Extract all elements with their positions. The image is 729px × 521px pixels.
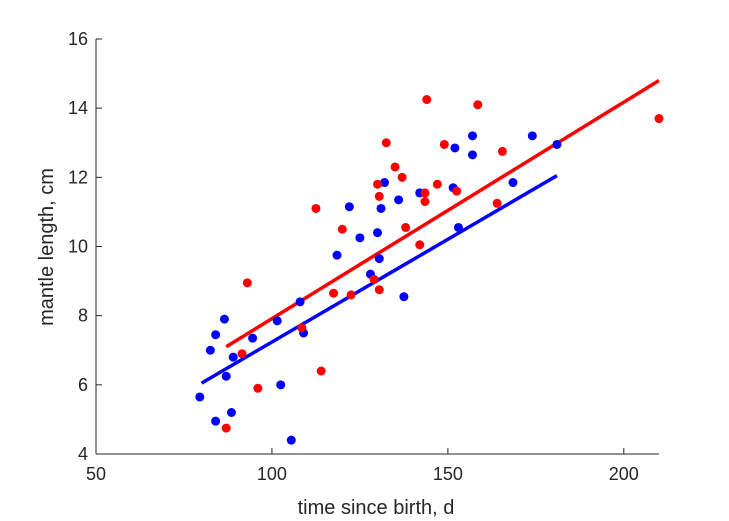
data-point-red (316, 366, 326, 376)
data-point-blue (272, 316, 282, 326)
data-point-blue (226, 408, 236, 417)
data-point-red (337, 224, 347, 234)
data-point-red (420, 188, 430, 198)
data-point-blue (399, 292, 409, 302)
y-tick-label: 6 (78, 375, 88, 395)
data-point-blue (211, 416, 221, 426)
data-point-blue (453, 222, 463, 232)
data-point-red (439, 139, 449, 149)
data-point-blue (332, 250, 342, 260)
data-point-blue (219, 314, 229, 324)
data-point-blue (552, 139, 562, 149)
data-point-blue (380, 178, 390, 188)
data-point-red (473, 100, 483, 110)
y-tick-label: 16 (68, 29, 88, 49)
y-tick-label: 10 (68, 237, 88, 257)
data-point-red (432, 179, 442, 189)
axes: 50 100 150 200 4 6 8 10 12 14 16 (68, 29, 659, 484)
data-point-blue (355, 233, 365, 243)
data-point-red (369, 274, 379, 284)
data-point-blue (527, 131, 537, 141)
data-point-blue (221, 371, 231, 381)
data-point-red (311, 203, 321, 213)
data-point-blue (376, 203, 386, 213)
x-tick-label: 100 (257, 464, 287, 484)
fit-line-blue (200, 174, 558, 385)
data-point-blue (468, 131, 478, 141)
data-point-red (390, 162, 400, 172)
data-point-red (374, 191, 384, 201)
y-axis-title: mantle length, cm (36, 168, 58, 326)
data-point-red (397, 172, 407, 182)
data-point-red (492, 198, 502, 208)
data-point-red (329, 288, 339, 298)
data-point-red (420, 197, 430, 207)
data-point-blue (394, 195, 404, 205)
fit-lines (200, 79, 660, 385)
data-point-red (373, 179, 382, 189)
data-point-red (237, 349, 247, 359)
data-point-red (297, 323, 307, 333)
data-point-blue (228, 352, 238, 362)
data-point-blue (276, 380, 286, 390)
data-point-blue (248, 333, 258, 343)
data-point-red (401, 222, 411, 232)
data-point-blue (450, 143, 460, 153)
data-point-red (415, 240, 425, 250)
x-tick-label: 200 (609, 464, 639, 484)
data-point-blue (508, 178, 518, 188)
data-point-blue (468, 150, 478, 160)
data-point-blue (286, 435, 296, 445)
data-point-red (374, 285, 384, 295)
data-point-blue (373, 228, 382, 238)
fit-line-red (225, 79, 660, 349)
data-point-red (346, 290, 356, 300)
data-points (195, 95, 664, 445)
y-tick-label: 12 (68, 167, 88, 187)
data-point-red (221, 423, 231, 433)
data-point-red (253, 383, 263, 393)
y-tick-label: 4 (78, 444, 88, 464)
data-point-red (452, 186, 462, 196)
data-point-blue (195, 392, 205, 402)
data-point-blue (295, 297, 305, 307)
data-point-red (497, 146, 507, 156)
data-point-blue (211, 330, 221, 340)
data-point-blue (374, 254, 384, 264)
data-point-blue (344, 202, 354, 212)
x-axis-title: time since birth, d (298, 497, 455, 519)
x-tick-label: 50 (86, 464, 106, 484)
x-tick-label: 150 (433, 464, 463, 484)
data-point-red (654, 114, 664, 124)
data-point-blue (205, 345, 215, 355)
data-point-red (422, 95, 432, 105)
data-point-red (381, 138, 391, 148)
data-point-red (242, 278, 252, 288)
y-tick-label: 8 (78, 306, 88, 326)
y-tick-label: 14 (68, 98, 88, 118)
